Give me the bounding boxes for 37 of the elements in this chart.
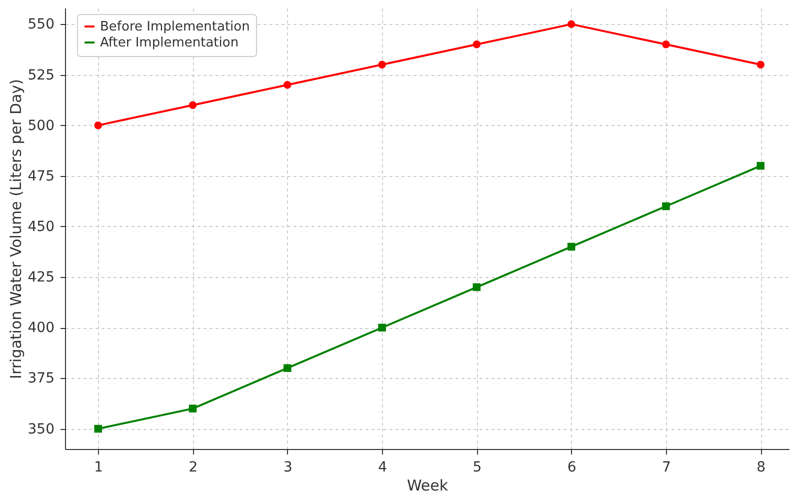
point — [567, 242, 576, 251]
point — [94, 424, 102, 433]
y-tick-label: 475 — [28, 168, 54, 184]
y-tick-label: 450 — [28, 218, 54, 235]
y-tick-label: 550 — [28, 16, 54, 33]
y-tick-label: 525 — [28, 67, 54, 84]
point — [472, 283, 481, 292]
x-tick-label: 6 — [567, 460, 576, 476]
y-tick-label: 350 — [28, 421, 54, 438]
point — [378, 60, 386, 69]
legend-label: After Implementation — [100, 36, 239, 50]
point — [94, 121, 102, 130]
y-axis-title: Irrigation Water Volume (Liters per Day) — [6, 79, 25, 379]
point — [662, 40, 670, 48]
x-axis-title: Week — [406, 476, 448, 494]
x-tick-label: 2 — [188, 460, 198, 476]
x-tick-label: 5 — [472, 460, 482, 476]
x-tick-label: 4 — [378, 460, 388, 476]
point — [756, 162, 764, 170]
point — [567, 20, 576, 28]
y-tick-label: 425 — [28, 270, 54, 286]
point — [662, 202, 670, 210]
x-tick-label: 1 — [94, 460, 104, 476]
point — [378, 324, 386, 332]
y-tick-label: 500 — [28, 118, 54, 134]
legend-label: Before Implementation — [100, 20, 250, 34]
y-tick-label: 375 — [28, 370, 54, 387]
x-tick-label: 7 — [662, 460, 671, 476]
point — [188, 404, 197, 412]
x-tick-label: 8 — [756, 460, 766, 476]
point — [284, 364, 292, 372]
point — [284, 81, 292, 89]
point — [472, 40, 481, 48]
x-tick-label: 3 — [283, 460, 292, 476]
point — [756, 60, 764, 69]
point — [188, 101, 197, 109]
y-tick-label: 400 — [28, 320, 54, 336]
